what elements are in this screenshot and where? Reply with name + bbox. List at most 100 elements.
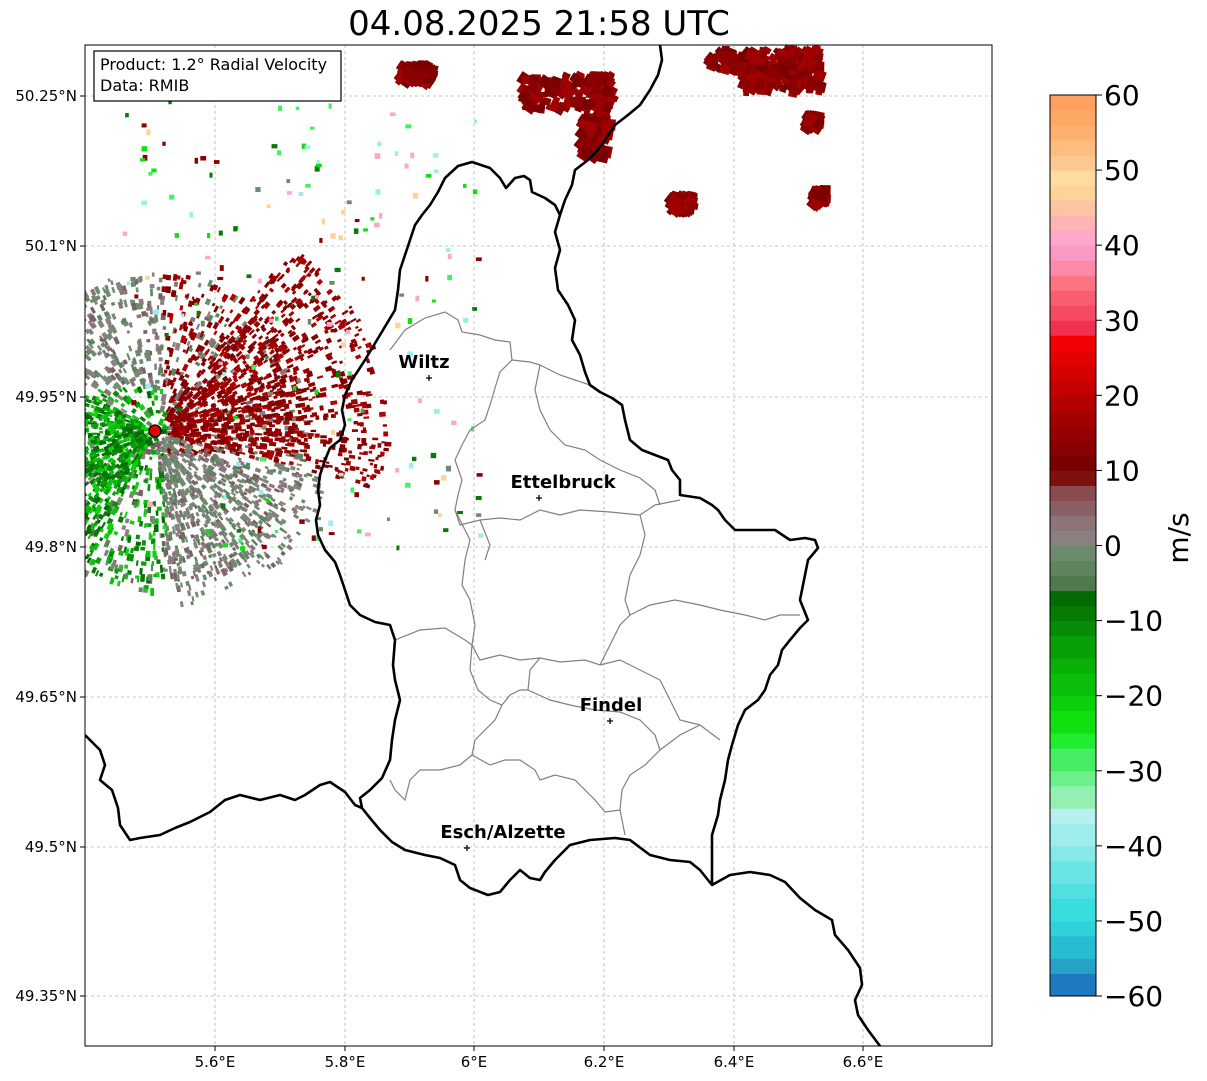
lat-tick-label: 49.8°N xyxy=(25,538,77,556)
colorbar-band xyxy=(1050,620,1096,637)
colorbar-band xyxy=(1050,845,1096,862)
colorbar-tick-label: −40 xyxy=(1104,830,1163,863)
colorbar-band xyxy=(1050,170,1096,186)
colorbar-band xyxy=(1050,635,1096,659)
colorbar-band xyxy=(1050,530,1096,546)
product-label: Product: 1.2° Radial Velocity xyxy=(100,55,327,74)
colorbar-band xyxy=(1050,230,1096,246)
colorbar-band xyxy=(1050,110,1096,126)
colorbar-band xyxy=(1050,140,1096,156)
lat-tick-label: 49.65°N xyxy=(15,688,77,706)
city-esch-alzette: Esch/Alzette xyxy=(440,822,566,851)
colorbar-band xyxy=(1050,545,1096,562)
lon-tick-label: 5.6°E xyxy=(195,1053,236,1071)
colorbar-band xyxy=(1050,125,1096,141)
colorbar-band xyxy=(1050,335,1096,351)
colorbar-band xyxy=(1050,215,1096,231)
city-marker-icon xyxy=(426,375,432,381)
colorbar-band xyxy=(1050,883,1096,899)
city-ettelbruck: Ettelbruck xyxy=(510,472,617,501)
city-marker-icon xyxy=(536,495,542,501)
colorbar-tick-label: 30 xyxy=(1104,304,1140,337)
colorbar-band xyxy=(1050,260,1096,276)
city-label: Ettelbruck xyxy=(510,472,616,493)
lon-tick-label: 6.6°E xyxy=(843,1053,884,1071)
colorbar-tick-label: 20 xyxy=(1104,379,1140,412)
lat-tick-label: 49.35°N xyxy=(15,987,77,1005)
city-markers: Wiltz Ettelbruck Findel Esch/Alzette xyxy=(398,352,642,851)
colorbar-band xyxy=(1050,860,1096,884)
colorbar: 60 50 40 30 20 10 0 −10 −20 −30 −40 −50 −60 m/s xyxy=(1049,79,1195,1013)
map-title: 04.08.2025 21:58 UTC xyxy=(348,4,730,44)
colorbar-band xyxy=(1050,695,1096,712)
colorbar-tick-label: 60 xyxy=(1104,79,1140,112)
colorbar-band xyxy=(1050,575,1096,592)
colorbar-band xyxy=(1050,95,1096,111)
colorbar-tick-label: 50 xyxy=(1104,154,1140,187)
colorbar-band xyxy=(1050,808,1096,824)
colorbar-band xyxy=(1050,898,1096,922)
city-marker-icon xyxy=(607,718,613,724)
city-wiltz: Wiltz xyxy=(398,352,450,381)
colorbar-band xyxy=(1050,560,1096,577)
colorbar-band xyxy=(1050,350,1096,366)
colorbar-band xyxy=(1050,305,1096,321)
lon-tick-label: 6.2°E xyxy=(584,1053,625,1071)
colorbar-band xyxy=(1050,515,1096,531)
colorbar-band xyxy=(1050,920,1096,937)
radar-echoes xyxy=(85,45,832,608)
colorbar-ticks: 60 50 40 30 20 10 0 −10 −20 −30 −40 −50 −60 xyxy=(1096,79,1163,1013)
colorbar-band xyxy=(1050,425,1096,441)
colorbar-band xyxy=(1050,440,1096,456)
lon-tick-label: 6.4°E xyxy=(714,1053,755,1071)
colorbar-band xyxy=(1050,320,1096,336)
colorbar-band xyxy=(1050,935,1096,959)
city-label: Wiltz xyxy=(398,352,449,373)
colorbar-band xyxy=(1050,485,1096,501)
colorbar-band xyxy=(1050,785,1096,809)
lat-tick-label: 50.25°N xyxy=(15,87,77,105)
lat-tick-label: 50.1°N xyxy=(25,237,77,255)
city-label: Findel xyxy=(580,695,643,716)
colorbar-band xyxy=(1050,395,1096,411)
latitude-axis: 50.25°N 50.1°N 49.95°N 49.8°N 49.65°N 49… xyxy=(15,87,85,1005)
info-box: Product: 1.2° Radial Velocity Data: RMIB xyxy=(93,50,342,102)
colorbar-band xyxy=(1050,823,1096,847)
colorbar-band xyxy=(1050,748,1096,772)
city-findel: Findel xyxy=(580,695,643,724)
colorbar-band xyxy=(1050,410,1096,426)
radar-site-marker xyxy=(148,424,162,438)
longitude-axis: 5.6°E 5.8°E 6°E 6.2°E 6.4°E 6.6°E xyxy=(195,1046,884,1071)
colorbar-band xyxy=(1050,733,1096,749)
city-marker-icon xyxy=(464,845,470,851)
colorbar-tick-label: −30 xyxy=(1104,755,1163,788)
colorbar-tick-label: −20 xyxy=(1104,680,1163,713)
data-source-label: Data: RMIB xyxy=(100,76,189,95)
colorbar-tick-label: −10 xyxy=(1104,605,1163,638)
canton-boundaries xyxy=(389,311,800,836)
lon-tick-label: 5.8°E xyxy=(325,1053,366,1071)
colorbar-band xyxy=(1050,365,1096,381)
colorbar-band xyxy=(1050,290,1096,306)
city-label: Esch/Alzette xyxy=(440,822,565,843)
colorbar-band xyxy=(1050,590,1096,607)
lat-tick-label: 49.5°N xyxy=(25,838,77,856)
lon-tick-label: 6°E xyxy=(461,1053,488,1071)
colorbar-band xyxy=(1050,605,1096,622)
lat-tick-label: 49.95°N xyxy=(15,388,77,406)
colorbar-tick-label: 10 xyxy=(1104,454,1140,487)
colorbar-tick-label: −60 xyxy=(1104,980,1163,1013)
colorbar-tick-label: −50 xyxy=(1104,905,1163,938)
colorbar-tick-label: 0 xyxy=(1104,530,1122,563)
colorbar-band xyxy=(1050,185,1096,201)
colorbar-band xyxy=(1050,973,1096,997)
map-frame xyxy=(84,44,993,1047)
colorbar-band xyxy=(1050,770,1096,787)
colorbar-band xyxy=(1050,380,1096,396)
colorbar-band xyxy=(1050,470,1096,486)
national-borders xyxy=(85,45,882,1046)
colorbar-band xyxy=(1050,710,1096,734)
colorbar-unit-label: m/s xyxy=(1162,512,1195,563)
colorbar-band xyxy=(1050,673,1096,697)
